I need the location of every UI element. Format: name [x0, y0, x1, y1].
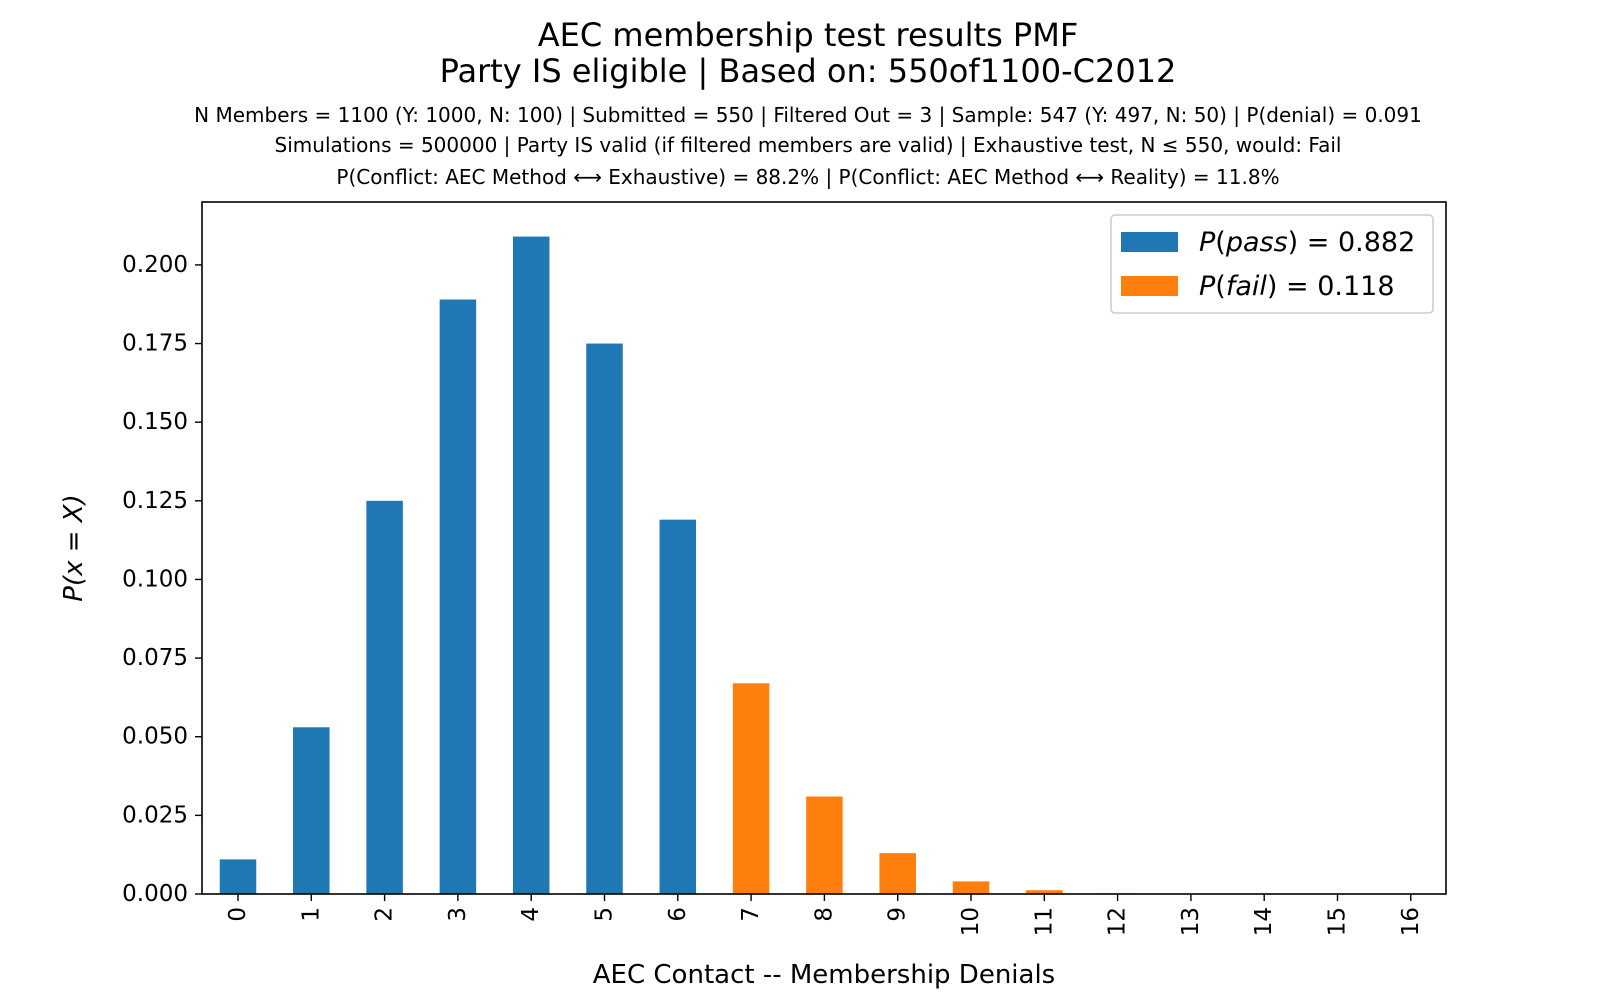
bars-layer [220, 237, 1209, 894]
legend-paren: ( [1215, 271, 1226, 302]
bar-pass-2 [366, 501, 403, 894]
chart-title: AEC membership test results PMF [538, 16, 1078, 54]
legend-symbol: P [1199, 227, 1216, 258]
x-tick-label: 4 [518, 907, 544, 922]
legend-value: ) = 0.882 [1288, 227, 1416, 258]
x-tick-label: 16 [1398, 907, 1424, 936]
x-tick-label: 2 [372, 907, 398, 922]
bar-fail-7 [733, 683, 770, 894]
chart-subtitle: Party IS eligible | Based on: 550of1100-… [440, 52, 1177, 90]
legend: P(pass) = 0.882 P(fail) = 0.118 [1111, 215, 1433, 313]
bar-pass-5 [586, 344, 623, 894]
x-tick-label: 14 [1251, 907, 1277, 936]
x-tick-label: 3 [445, 907, 471, 922]
x-axis-label: AEC Contact -- Membership Denials [593, 960, 1055, 990]
bar-fail-8 [806, 796, 843, 894]
bar-fail-9 [879, 853, 916, 894]
chart-info-line: Simulations = 500000 | Party IS valid (i… [275, 133, 1342, 157]
y-tick-label: 0.000 [122, 881, 188, 907]
bar-pass-1 [293, 727, 330, 894]
legend-word: fail [1226, 271, 1268, 302]
bar-fail-10 [953, 881, 990, 894]
legend-word: pass [1225, 227, 1288, 258]
y-tick-label: 0.025 [122, 802, 188, 828]
x-tick-label: 7 [738, 907, 764, 922]
legend-swatch-fail [1121, 276, 1178, 296]
y-tick-label: 0.175 [122, 331, 188, 357]
x-tick-label: 0 [225, 907, 251, 922]
y-tick-label: 0.200 [122, 252, 188, 278]
y-tick-label: 0.100 [122, 566, 188, 592]
x-tick-label: 8 [811, 907, 837, 922]
x-tick-label: 9 [885, 907, 911, 922]
y-tick-label: 0.150 [122, 409, 188, 435]
x-tick-label: 10 [958, 907, 984, 936]
bar-pass-3 [440, 300, 477, 894]
y-tick-label: 0.075 [122, 645, 188, 671]
x-tick-label: 13 [1178, 907, 1204, 936]
x-tick-label: 5 [592, 907, 618, 922]
chart-info-line: P(Conflict: AEC Method ⟷ Exhaustive) = 8… [336, 165, 1279, 189]
y-axis-label: P(x = X) [59, 494, 89, 601]
legend-symbol: P [1199, 271, 1216, 302]
legend-value: ) = 0.118 [1267, 271, 1395, 302]
x-tick-label: 11 [1031, 907, 1057, 936]
x-tick-label: 15 [1325, 907, 1351, 936]
y-tick-label: 0.125 [122, 488, 188, 514]
legend-entry-fail: P(fail) = 0.118 [1199, 271, 1395, 302]
bar-pass-4 [513, 237, 550, 894]
legend-paren: ( [1215, 227, 1226, 258]
x-tick-label: 1 [298, 907, 324, 922]
y-tick-label: 0.050 [122, 724, 188, 750]
bar-pass-6 [660, 520, 697, 894]
legend-entry-pass: P(pass) = 0.882 [1199, 227, 1415, 258]
chart-info-line: N Members = 1100 (Y: 1000, N: 100) | Sub… [194, 103, 1422, 127]
x-tick-label: 12 [1105, 907, 1131, 936]
bar-pass-0 [220, 859, 257, 894]
y-axis-ticks: 0.000 0.025 0.050 0.075 0.100 0.125 0.150 0.175… [122, 252, 202, 907]
x-tick-label: 6 [665, 907, 691, 922]
legend-swatch-pass [1121, 232, 1178, 252]
